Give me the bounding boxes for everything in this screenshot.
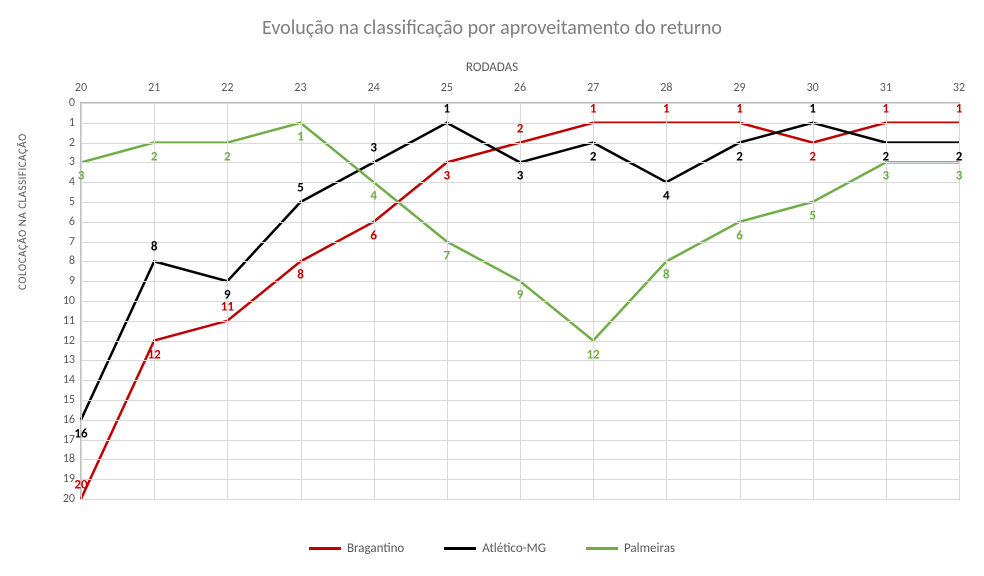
x-tick-label: 20 [75,81,87,95]
data-label: 2 [590,149,597,164]
legend-swatch-bragantino [309,547,341,550]
y-tick-label: 5 [51,195,75,209]
legend-label-bragantino: Bragantino [347,541,404,556]
x-tick-label: 22 [221,81,233,95]
data-label: 6 [736,228,743,243]
data-label: 2 [809,149,816,164]
data-label: 1 [297,129,304,144]
data-label: 3 [517,169,524,184]
data-label: 3 [78,169,85,184]
y-tick-label: 20 [51,492,75,506]
x-tick-label: 25 [441,81,453,95]
data-label: 5 [297,181,304,196]
y-axis-title: COLOCAÇÃO NA CLASSIFICAÇÃO [16,133,29,290]
y-tick-label: 3 [51,155,75,169]
data-label: 16 [74,426,87,441]
data-label: 2 [883,149,890,164]
data-label: 1 [736,101,743,116]
y-tick-label: 10 [51,294,75,308]
legend-item-bragantino: Bragantino [309,541,404,556]
y-tick-label: 15 [51,393,75,407]
grid-line-v [374,103,375,499]
legend-label-atletico: Atlético-MG [482,541,546,556]
y-tick-label: 0 [51,96,75,110]
data-label: 6 [370,228,377,243]
legend-item-palmeiras: Palmeiras [586,541,675,556]
data-label: 7 [444,248,451,263]
y-tick-label: 9 [51,274,75,288]
y-tick-label: 1 [51,116,75,130]
y-tick-label: 16 [51,413,75,427]
data-label: 8 [297,268,304,283]
data-label: 1 [956,101,963,116]
y-tick-label: 12 [51,334,75,348]
data-label: 1 [590,101,597,116]
y-tick-label: 18 [51,452,75,466]
data-label: 2 [224,149,231,164]
data-label: 1 [444,101,451,116]
y-tick-label: 19 [51,472,75,486]
grid-line-h [81,499,959,500]
x-tick-label: 24 [368,81,380,95]
data-label: 2 [956,149,963,164]
data-label: 5 [809,209,816,224]
y-tick-label: 8 [51,254,75,268]
y-tick-label: 6 [51,215,75,229]
grid-line-v [301,103,302,499]
y-tick-label: 7 [51,235,75,249]
chart-container: Evolução na classificação por aproveitam… [0,0,984,576]
legend: Bragantino Atlético-MG Palmeiras [0,541,984,556]
data-label: 3 [370,141,377,156]
data-label: 3 [956,169,963,184]
data-label: 8 [663,268,670,283]
data-label: 9 [224,288,231,303]
data-label: 1 [809,101,816,116]
grid-line-v [447,103,448,499]
x-tick-label: 32 [953,81,965,95]
legend-item-atletico: Atlético-MG [444,541,546,556]
y-tick-label: 13 [51,353,75,367]
legend-swatch-atletico [444,547,476,550]
x-tick-label: 28 [660,81,672,95]
grid-line-v [666,103,667,499]
data-label: 2 [151,149,158,164]
data-label: 9 [517,288,524,303]
x-axis-title: RODADAS [0,60,984,75]
data-label: 20 [74,478,87,493]
y-tick-label: 11 [51,314,75,328]
data-label: 3 [444,169,451,184]
legend-label-palmeiras: Palmeiras [624,541,675,556]
data-label: 1 [663,101,670,116]
data-label: 2 [736,149,743,164]
data-label: 2 [517,121,524,136]
x-tick-label: 21 [148,81,160,95]
x-tick-label: 30 [807,81,819,95]
x-tick-label: 23 [294,81,306,95]
x-tick-label: 29 [733,81,745,95]
legend-swatch-palmeiras [586,547,618,550]
data-label: 1 [883,101,890,116]
data-label: 4 [370,189,377,204]
chart-title: Evolução na classificação por aproveitam… [0,16,984,40]
data-label: 4 [663,189,670,204]
x-tick-label: 27 [587,81,599,95]
y-tick-label: 4 [51,175,75,189]
data-label: 12 [148,347,161,362]
plot-area: 0123456789101112131415161718192020212223… [80,102,960,500]
data-label: 8 [151,240,158,255]
data-label: 3 [883,169,890,184]
y-tick-label: 2 [51,136,75,150]
x-tick-label: 26 [514,81,526,95]
x-tick-label: 31 [880,81,892,95]
y-tick-label: 17 [51,433,75,447]
data-label: 12 [587,347,600,362]
y-tick-label: 14 [51,373,75,387]
